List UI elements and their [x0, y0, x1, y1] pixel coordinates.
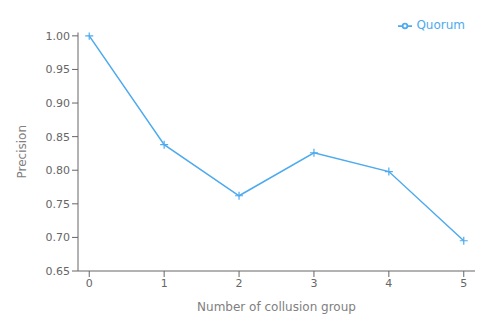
svg-text:2: 2 [236, 277, 243, 290]
svg-text:3: 3 [310, 277, 317, 290]
svg-text:0: 0 [86, 277, 93, 290]
svg-text:5: 5 [460, 277, 467, 290]
svg-text:0.65: 0.65 [46, 265, 71, 278]
svg-text:Precision: Precision [15, 125, 29, 179]
svg-text:0.85: 0.85 [46, 131, 71, 144]
svg-text:0.70: 0.70 [46, 231, 71, 244]
svg-text:4: 4 [385, 277, 392, 290]
svg-text:0.95: 0.95 [46, 63, 71, 76]
svg-text:0.90: 0.90 [46, 97, 71, 110]
svg-text:0.80: 0.80 [46, 164, 71, 177]
svg-text:Number of collusion group: Number of collusion group [197, 300, 356, 314]
svg-text:0.75: 0.75 [46, 198, 71, 211]
svg-text:1: 1 [161, 277, 168, 290]
html-text:Quorum: Quorum [416, 18, 465, 32]
svg-text:1.00: 1.00 [46, 30, 71, 43]
